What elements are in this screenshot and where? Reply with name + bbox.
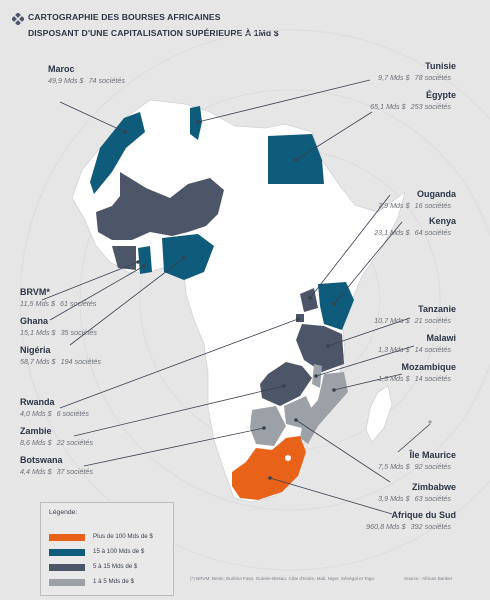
label-zambie: Zambie 8,6 Mds $22 sociétés	[20, 426, 93, 447]
country-nigeria	[162, 234, 214, 280]
leader-lines	[41, 79, 431, 515]
label-malawi: Malawi 1,3 Mds $14 sociétés	[378, 333, 456, 354]
mauritius-island	[428, 420, 432, 424]
lesotho-enclave	[285, 455, 291, 461]
label-mozambique: Mozambique 1,3 Mds $14 sociétés	[378, 362, 456, 383]
legend: Légende: Plus de 100 Mds de $ 15 à 100 M…	[40, 502, 174, 596]
legend-label: 5 à 15 Mds de $	[93, 563, 138, 570]
label-ile-maurice: Île Maurice 7,5 Mds $92 sociétés	[378, 450, 456, 471]
legend-swatch	[49, 534, 85, 541]
label-tunisie: Tunisie 9,7 Mds $78 sociétés	[378, 61, 456, 82]
madagascar	[365, 385, 393, 443]
country-brvm-south	[112, 246, 136, 270]
label-botswana: Botswana 4,4 Mds $37 sociétés	[20, 455, 93, 476]
country-zambia	[260, 362, 312, 406]
legend-swatch	[49, 564, 85, 571]
country-tanzania	[296, 324, 344, 372]
label-zimbabwe: Zimbabwe 3,9 Mds $63 sociétés	[378, 482, 456, 503]
legend-label: 1 à 5 Mds de $	[93, 578, 134, 585]
label-kenya: Kenya 23,1 Mds $64 sociétés	[374, 216, 456, 237]
country-tunisia	[190, 106, 202, 140]
diamond-logo-icon	[12, 13, 24, 25]
label-egypte: Égypte 65,1 Mds $253 sociétés	[370, 90, 456, 111]
country-botswana	[250, 406, 286, 446]
legend-title: Légende:	[49, 509, 78, 516]
legend-swatch	[49, 579, 85, 586]
title-line-2: DISPOSANT D'UNE CAPITALISATION SUPÉRIEUR…	[28, 28, 279, 38]
country-kenya	[318, 282, 354, 330]
title-line-1: CARTOGRAPHIE DES BOURSES AFRICAINES	[28, 12, 221, 22]
label-nigeria: Nigéria 58,7 Mds $194 sociétés	[20, 345, 101, 366]
legend-label: Plus de 100 Mds de $	[93, 533, 153, 540]
label-afrique-du-sud: Afrique du Sud 960,8 Mds $392 sociétés	[366, 510, 456, 531]
country-zimbabwe	[284, 396, 314, 428]
label-brvm: BRVM* 11,5 Mds $61 sociétés	[20, 287, 97, 308]
label-tanzanie: Tanzanie 10,7 Mds $21 sociétés	[374, 304, 456, 325]
country-south-africa	[232, 436, 306, 500]
source-note: Source : African Banker	[404, 576, 453, 581]
footnote: (*) BRVM: Benin, Burkina Faso, Guinée-Bi…	[190, 576, 376, 581]
africa-continent	[71, 99, 406, 503]
label-maroc: Maroc 49,9 Mds $74 sociétés	[48, 64, 125, 85]
legend-label: 15 à 100 Mds de $	[93, 548, 145, 555]
label-ghana: Ghana 15,1 Mds $35 sociétés	[20, 316, 97, 337]
country-ghana	[138, 246, 152, 274]
country-brvm-zone	[96, 172, 224, 240]
label-ouganda: Ouganda 7,9 Mds $16 sociétés	[378, 189, 456, 210]
country-mozambique	[300, 372, 348, 444]
country-morocco	[90, 112, 145, 194]
label-rwanda: Rwanda 4,0 Mds $6 sociétés	[20, 397, 89, 418]
legend-swatch	[49, 549, 85, 556]
